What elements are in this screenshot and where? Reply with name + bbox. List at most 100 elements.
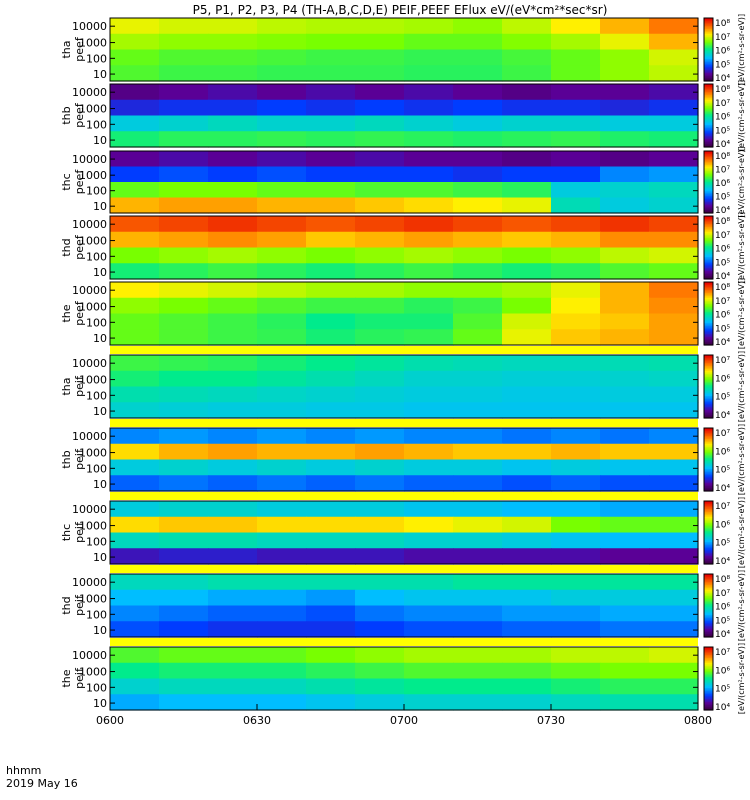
colorbar-step [704, 373, 713, 377]
colorbar-step [704, 263, 713, 266]
heat-cell [600, 231, 650, 249]
colorbar-tick-label: 10⁶ [715, 311, 730, 321]
heat-cell [453, 621, 503, 638]
heat-cell [355, 49, 405, 66]
colorbar-step [704, 676, 713, 680]
heat-cell [600, 49, 650, 66]
colorbar-step [704, 684, 713, 687]
colorbar-step [704, 529, 713, 532]
heat-cell [110, 428, 160, 445]
colorbar-step [704, 236, 713, 239]
heat-cell [551, 548, 601, 565]
colorbar-step [704, 253, 713, 256]
heat-cell [453, 548, 503, 565]
colorbar-step [704, 57, 713, 60]
heat-cell [600, 386, 650, 403]
heat-cell [355, 501, 405, 518]
colorbar-frame [703, 281, 714, 346]
panel-frame [109, 427, 699, 492]
heat-cell [551, 197, 601, 214]
colorbar-step [704, 611, 713, 614]
heat-cell [404, 370, 454, 388]
panel-thb-peef: 10000 1000 100 10 thb peef 10⁴ 10⁵ 10⁶ 10⁷ 10⁸ [eV/… [60, 80, 746, 151]
colorbar-step [704, 255, 713, 258]
colorbar-step [704, 697, 713, 700]
heat-cell [649, 33, 699, 51]
colorbar-step [704, 607, 713, 610]
y-tick-label: 10000 [72, 20, 107, 33]
y-tick-label: 1000 [79, 169, 107, 182]
colorbar-step [704, 286, 713, 289]
heat-cell [110, 574, 160, 591]
heat-cell [110, 182, 160, 199]
heat-cell [502, 131, 552, 148]
colorbar-step [704, 705, 713, 708]
heat-cell [110, 115, 160, 132]
heat-cell [502, 386, 552, 403]
colorbar-tick-label: 10⁷ [715, 99, 730, 109]
time-axis-label: hhmm [6, 764, 41, 777]
panel-thd-peif: 10000 1000 100 10 thd peif 10⁴ 10⁵ 10⁶ 10⁷ 10⁸ [eV/… [60, 565, 746, 641]
heat-cell [355, 166, 405, 183]
heat-cell [600, 443, 650, 461]
colorbar: 10⁴ 10⁵ 10⁶ 10⁷ 10⁸ [eV/(cm²-s-sr-eV)] [703, 570, 746, 641]
heat-cell [551, 605, 601, 622]
colorbar-step [704, 554, 713, 557]
heat-cell [502, 33, 552, 51]
colorbar-step [704, 516, 713, 519]
colorbar-frame [703, 500, 714, 565]
x-tick-label: 0630 [243, 714, 271, 727]
heat-cell [257, 231, 307, 249]
colorbar-step [704, 459, 713, 462]
heat-cell [404, 459, 454, 476]
heat-cell [257, 151, 307, 168]
heat-cell [453, 443, 503, 461]
panel-product-label: peef [73, 234, 86, 260]
colorbar-step [704, 559, 713, 562]
colorbar-step [704, 252, 713, 255]
colorbar-step [704, 199, 713, 202]
panel-the-peef: 10000 1000 100 10 the peef 10⁴ 10⁵ 10⁶ 10⁷ 10⁸ [eV/… [60, 278, 746, 349]
heat-cell [649, 662, 699, 680]
colorbar-step [704, 43, 713, 46]
colorbar-step [704, 40, 713, 43]
heat-cell [110, 282, 160, 299]
colorbar-tick-label: 10⁷ [715, 589, 730, 599]
colorbar-step [704, 414, 713, 418]
colorbar-step [704, 294, 713, 297]
colorbar-tick-label: 10⁶ [715, 245, 730, 255]
heat-cell [551, 297, 601, 315]
heat-cell [551, 131, 601, 148]
colorbar-step [704, 389, 713, 392]
heat-cell [551, 84, 601, 101]
heat-cell [649, 386, 699, 403]
colorbar-step [704, 691, 713, 694]
heat-cell [159, 247, 209, 264]
heat-cell [257, 99, 307, 117]
y-tick-label: 100 [86, 185, 107, 198]
colorbar-step [704, 160, 713, 163]
heat-cell [551, 231, 601, 249]
colorbar-step [704, 120, 713, 123]
heat-cell [502, 282, 552, 299]
heat-cell [257, 501, 307, 518]
colorbar-step [704, 435, 713, 439]
colorbar-step [704, 132, 713, 135]
heat-cell [306, 329, 356, 346]
colorbar-step [704, 395, 713, 399]
heat-cell [208, 678, 258, 695]
panel-thc-peif: 10000 1000 100 10 thc peif 10⁴ 10⁵ 10⁶ 10⁷ [eV/(cm… [60, 492, 746, 568]
heat-cell [551, 428, 601, 445]
colorbar-step [704, 247, 713, 250]
colorbar-step [704, 596, 713, 599]
colorbar-step [704, 137, 713, 140]
heat-cell [502, 231, 552, 249]
heat-cell [502, 459, 552, 476]
colorbar-step [704, 129, 713, 132]
panel-frame [109, 500, 699, 565]
colorbar-step [704, 24, 713, 27]
heat-cell [649, 678, 699, 695]
colorbar-step [704, 632, 713, 635]
colorbar-step [704, 621, 713, 624]
heat-cell [355, 65, 405, 82]
